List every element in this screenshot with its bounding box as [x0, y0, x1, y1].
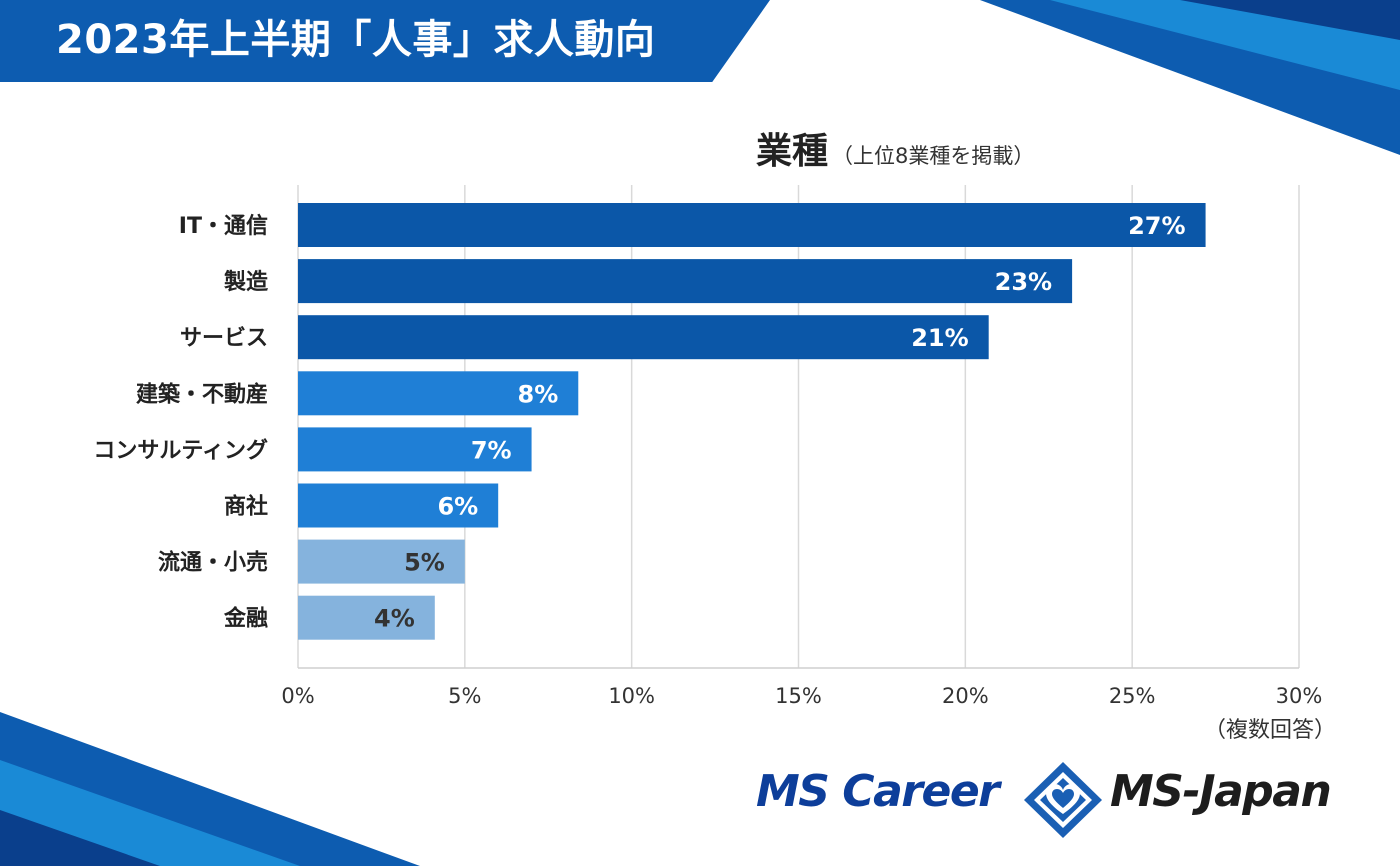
ms-japan-emblem-icon [1024, 762, 1102, 838]
x-tick-label: 0% [281, 684, 314, 708]
bar [298, 427, 532, 472]
bar [298, 483, 499, 528]
bar [298, 315, 989, 360]
x-tick-label: 5% [448, 684, 481, 708]
mscareer-logo: MS Career [756, 766, 1000, 817]
bar [298, 371, 579, 416]
bar [298, 539, 465, 584]
bar [298, 259, 1073, 304]
ms-japan-logo: MS-Japan [1110, 766, 1332, 817]
category-label: 金融 [223, 606, 268, 632]
chart-title: 業種 [756, 131, 829, 172]
category-label: 商社 [224, 494, 268, 520]
page-title: 2023年上半期「人事」求人動向 [56, 17, 656, 63]
chart-heading: 業種 （上位8業種を掲載） [756, 122, 1034, 174]
data-label: 21% [911, 324, 968, 352]
x-tick-label: 10% [608, 684, 655, 708]
x-tick-label: 25% [1109, 684, 1156, 708]
category-label: IT・通信 [179, 213, 268, 239]
bar [298, 203, 1206, 247]
category-label: サービス [180, 326, 268, 351]
chart-subtitle: （上位8業種を掲載） [832, 144, 1035, 168]
data-label: 23% [995, 268, 1052, 296]
x-tick-label: 30% [1276, 684, 1323, 708]
multiple-answer-note: （複数回答） [1203, 718, 1336, 743]
data-label: 4% [374, 605, 415, 633]
data-label: 7% [471, 436, 512, 464]
title-band [0, 0, 770, 82]
category-label: コンサルティング [93, 437, 268, 463]
logos: MS Career MS-Japan [756, 760, 1346, 840]
category-label: 流通・小売 [158, 550, 268, 576]
data-label: 5% [404, 549, 445, 577]
x-tick-label: 15% [775, 684, 822, 708]
bar [298, 595, 435, 640]
data-label: 27% [1128, 212, 1185, 240]
category-label: 製造 [223, 269, 268, 295]
category-label: 建築・不動産 [136, 381, 268, 407]
data-label: 8% [518, 380, 559, 408]
x-tick-label: 20% [942, 684, 989, 708]
data-label: 6% [437, 493, 478, 521]
